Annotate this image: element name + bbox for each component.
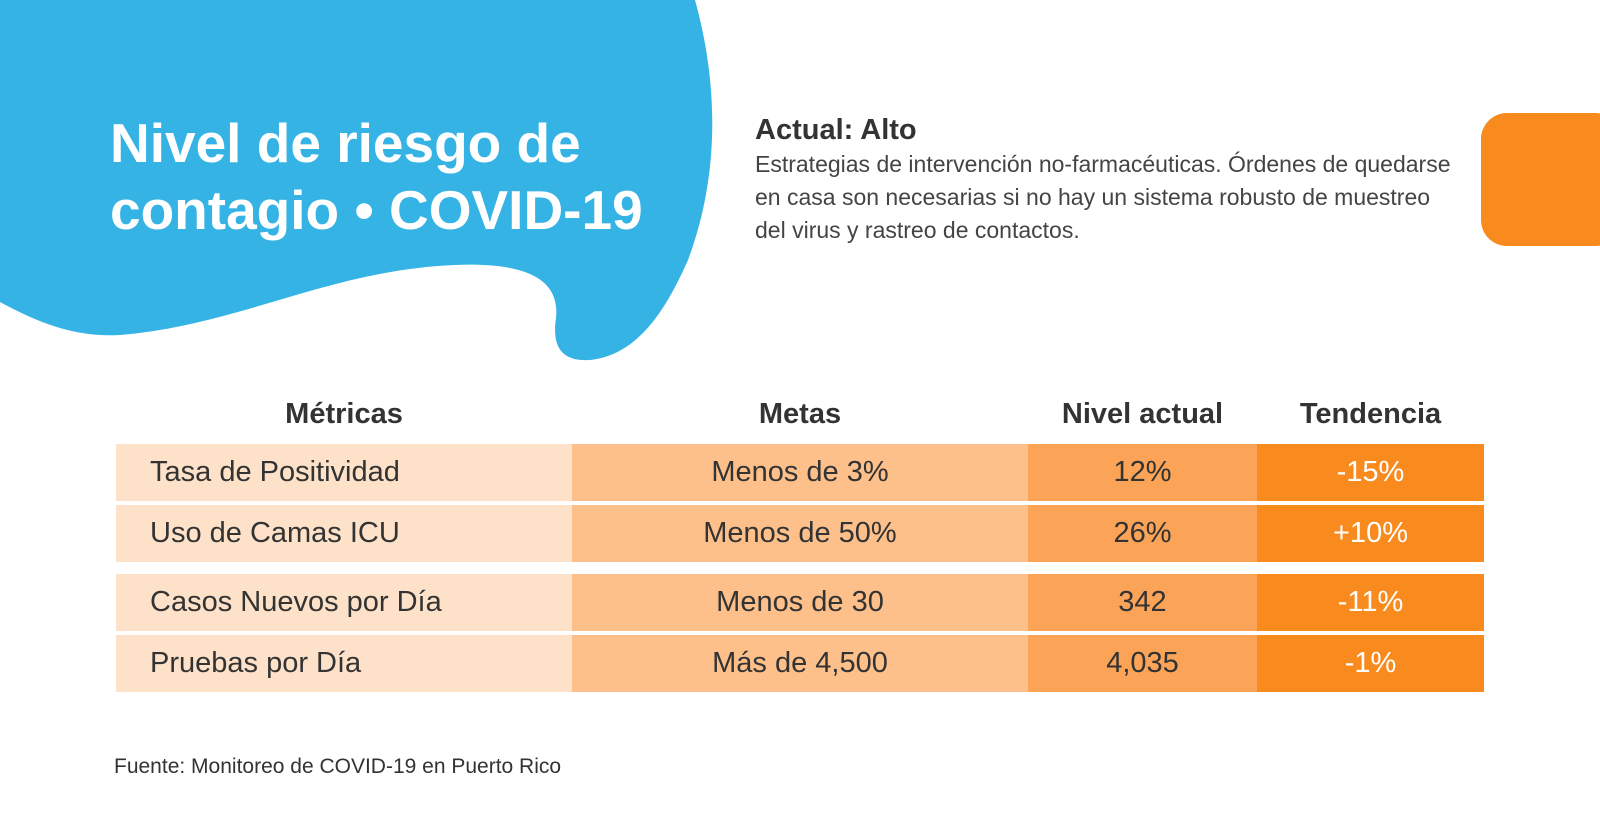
current-cell: 342 bbox=[1028, 574, 1257, 631]
header-goals: Metas bbox=[758, 397, 842, 430]
current-cell: 4,035 bbox=[1028, 635, 1257, 692]
metrics-table: Métricas Metas Nivel actual Tendencia Ta… bbox=[116, 388, 1484, 696]
header-metrics: Métricas bbox=[285, 397, 403, 430]
current-cell: 12% bbox=[1028, 444, 1257, 501]
current-cell: 26% bbox=[1028, 505, 1257, 562]
goal-cell: Menos de 3% bbox=[572, 444, 1028, 501]
goal-cell: Menos de 50% bbox=[572, 505, 1028, 562]
blue-decorative-blob bbox=[0, 0, 713, 361]
risk-level-description: Estrategias de intervención no-farmacéut… bbox=[755, 151, 1451, 243]
source-note: Fuente: Monitoreo de COVID-19 en Puerto … bbox=[114, 755, 562, 778]
metric-cell: Uso de Camas ICU bbox=[116, 505, 572, 562]
orange-accent-tab bbox=[1481, 113, 1600, 246]
metric-cell: Casos Nuevos por Día bbox=[116, 574, 572, 631]
header-trend: Tendencia bbox=[1299, 397, 1442, 430]
table-header-row: Métricas Metas Nivel actual Tendencia bbox=[116, 388, 1484, 440]
table-row: Pruebas por Día Más de 4,500 4,035 -1% bbox=[116, 635, 1484, 692]
header-current-level: Nivel actual bbox=[1061, 397, 1224, 430]
goal-cell: Menos de 30 bbox=[572, 574, 1028, 631]
metric-cell: Tasa de Positividad bbox=[116, 444, 572, 501]
blob-shape bbox=[0, 0, 713, 361]
trend-cell: -11% bbox=[1257, 574, 1484, 631]
page-title: Nivel de riesgo de contagio • COVID-19 bbox=[110, 110, 710, 244]
title-line-1: Nivel de riesgo de bbox=[110, 112, 581, 174]
trend-cell: -1% bbox=[1257, 635, 1484, 692]
risk-level-heading: Actual: Alto bbox=[755, 114, 917, 146]
table-row: Casos Nuevos por Día Menos de 30 342 -11… bbox=[116, 574, 1484, 631]
metric-cell: Pruebas por Día bbox=[116, 635, 572, 692]
trend-cell: +10% bbox=[1257, 505, 1484, 562]
trend-cell: -15% bbox=[1257, 444, 1484, 501]
goal-cell: Más de 4,500 bbox=[572, 635, 1028, 692]
table-row: Uso de Camas ICU Menos de 50% 26% +10% bbox=[116, 505, 1484, 562]
title-line-2: contagio • COVID-19 bbox=[110, 179, 643, 241]
table-row: Tasa de Positividad Menos de 3% 12% -15% bbox=[116, 444, 1484, 501]
risk-level-panel: Actual: Alto Estrategias de intervención… bbox=[755, 112, 1455, 247]
